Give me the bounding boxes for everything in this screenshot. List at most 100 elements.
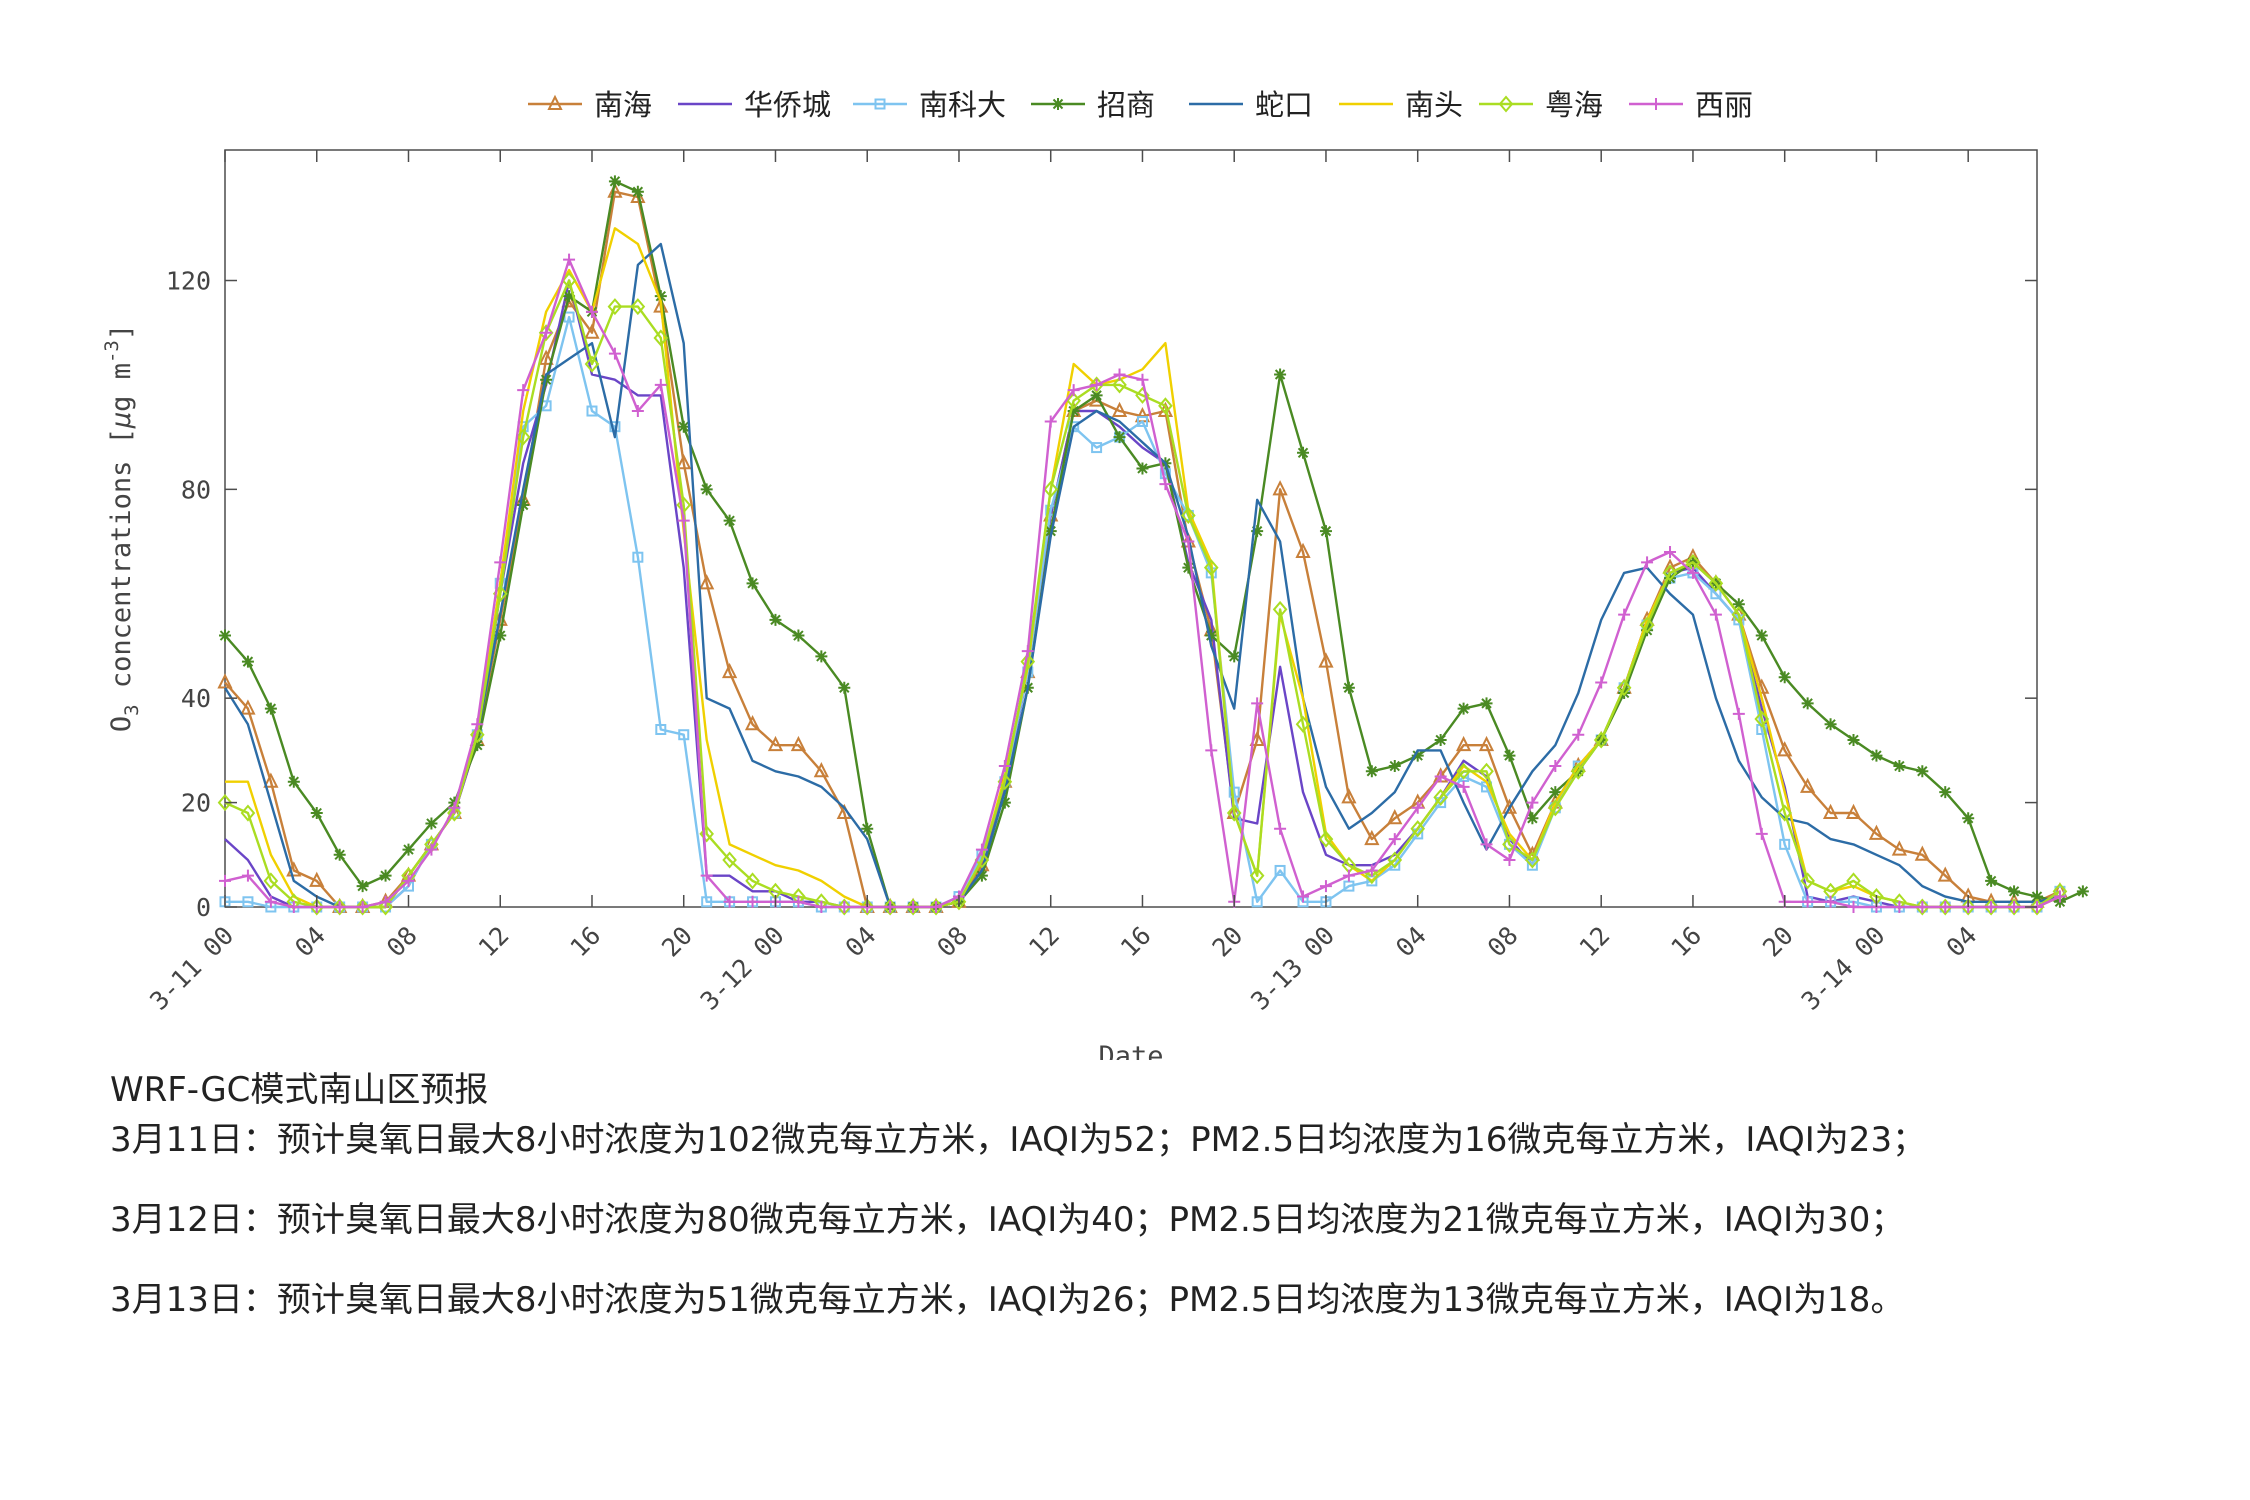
series-7-point-27: [838, 901, 851, 913]
series-6-point-15: [561, 271, 577, 290]
series-3-point-63: [1664, 572, 1677, 585]
y-axis-label-unit: g m: [106, 363, 137, 412]
series-3-point-8: [402, 843, 415, 856]
legend-label-1: 华侨城: [744, 88, 831, 122]
series-7-point-11: [471, 718, 484, 731]
series-7-point-29: [884, 901, 897, 913]
series-3-point-68: [1778, 671, 1791, 684]
series-7-point-25: [792, 895, 805, 908]
x-tick-label-13: 04: [1390, 921, 1432, 963]
legend-marker-7: [1650, 98, 1662, 110]
series-3-point-58: [1549, 786, 1562, 799]
series-7-point-20: [677, 514, 690, 527]
series-7-point-74: [1916, 901, 1929, 913]
series-7-point-41: [1159, 478, 1172, 491]
y-axis-label: O3 concentrations [μg m-3]: [101, 324, 143, 732]
series-6-point-52: [1410, 820, 1426, 838]
legend-label-5: 南头: [1405, 88, 1463, 122]
series-6-point-77: [1983, 898, 1999, 916]
series-3-point-24: [769, 613, 782, 626]
series-0-point-46: [1272, 480, 1288, 496]
legend: 南海 华侨城 南科大 招商 蛇口 南头 粤海 西丽: [528, 88, 1753, 122]
series-3-point-37: [1067, 405, 1080, 418]
series-3-point-23: [746, 577, 759, 590]
series-3-point-5: [333, 848, 346, 861]
o3-line-chart: 南海 华侨城 南科大 招商 蛇口 南头 粤海 西丽 0 20 40 80 120 3-11 00 04 08…: [101, 88, 2089, 1060]
series-3-point-19: [654, 290, 667, 303]
series-3-point-74: [1916, 765, 1929, 778]
series-3-point-20: [677, 420, 690, 433]
series-7-point-54: [1457, 780, 1470, 793]
series-3-point-39: [1113, 431, 1126, 444]
series-3-point-38: [1090, 389, 1103, 402]
legend-item-4: 蛇口: [1189, 88, 1313, 122]
x-tick-label-8: 08: [931, 921, 973, 963]
series-3-point-0: [219, 629, 231, 642]
series-7-point-38: [1090, 378, 1103, 391]
forecast-line-3-12: 3月12日：预计臭氧日最大8小时浓度为80微克每立方米，IAQI为40；PM2.…: [110, 1200, 1905, 1240]
series-6-point-66: [1731, 606, 1747, 624]
series-0-point-74: [1914, 845, 1930, 861]
series-0-point-24: [767, 735, 784, 752]
series-0-point-75: [1937, 866, 1953, 882]
series-3-point-15: [563, 290, 576, 303]
series-7-point-8: [402, 874, 415, 887]
series-0-point-14: [538, 349, 554, 365]
series-7: [219, 253, 2066, 913]
series-5: [225, 227, 2061, 909]
y-axis-label-close: ]: [106, 324, 137, 340]
series-6-point-59: [1570, 762, 1586, 780]
series-7-point-34: [998, 760, 1011, 773]
series-0-point-4: [309, 871, 325, 887]
series-6-point-71: [1846, 872, 1861, 890]
series-6-point-60: [1593, 731, 1609, 749]
series-3-point-69: [1801, 697, 1814, 710]
series-7-point-71: [1847, 901, 1860, 913]
series-6-point-67: [1754, 710, 1770, 728]
series-6-point-62: [1639, 616, 1655, 634]
series-0-point-69: [1800, 777, 1816, 793]
x-axis-label: Date: [1098, 1041, 1163, 1060]
series-3-point-3: [287, 775, 300, 788]
y-tick-label-1: 20: [181, 789, 211, 818]
series-3-point-25: [792, 629, 805, 642]
series-3-point-73: [1893, 760, 1906, 773]
series-7-point-67: [1755, 827, 1768, 840]
y-tick-label-3: 80: [181, 475, 211, 504]
series-6-point-68: [1777, 804, 1793, 822]
series-7-point-55: [1480, 838, 1493, 851]
series-6-point-27: [836, 898, 852, 916]
series-6-point-48: [1318, 830, 1334, 848]
series-layer: [217, 175, 2089, 916]
series-2-point-16: [586, 405, 598, 417]
series-7-point-35: [1021, 645, 1034, 658]
series-6-point-54: [1456, 762, 1471, 780]
series-3-point-51: [1388, 760, 1401, 773]
y-tick-label-0: 0: [196, 893, 211, 922]
legend-item-0: 南海: [528, 88, 652, 122]
series-6-point-17: [607, 298, 623, 316]
series-6-point-57: [1525, 851, 1540, 869]
series-6-point-45: [1249, 867, 1265, 885]
series-3-point-7: [379, 869, 392, 882]
series-6-point-10: [447, 804, 462, 822]
series-0-point-17: [607, 182, 623, 198]
series-3-point-4: [310, 807, 323, 820]
legend-label-7: 西丽: [1695, 88, 1753, 122]
series-0-point-2: [263, 772, 279, 788]
series-3-point-54: [1457, 702, 1470, 715]
series-7-point-63: [1664, 545, 1677, 558]
series-7-point-70: [1824, 895, 1837, 908]
series-6-point-0: [217, 794, 233, 812]
series-3-point-12: [494, 629, 507, 642]
series-3-point-13: [517, 499, 530, 512]
series-7-point-0: [219, 874, 231, 887]
series-6-point-44: [1226, 804, 1242, 822]
series-7-point-14: [540, 326, 553, 339]
series-3-point-33: [975, 869, 988, 882]
series-3-point-26: [815, 650, 828, 663]
series-7-point-31: [930, 901, 943, 913]
x-tick-label-19: 04: [1941, 921, 1983, 963]
series-6-point-5: [332, 898, 348, 916]
series-3-point-77: [1985, 874, 1998, 887]
